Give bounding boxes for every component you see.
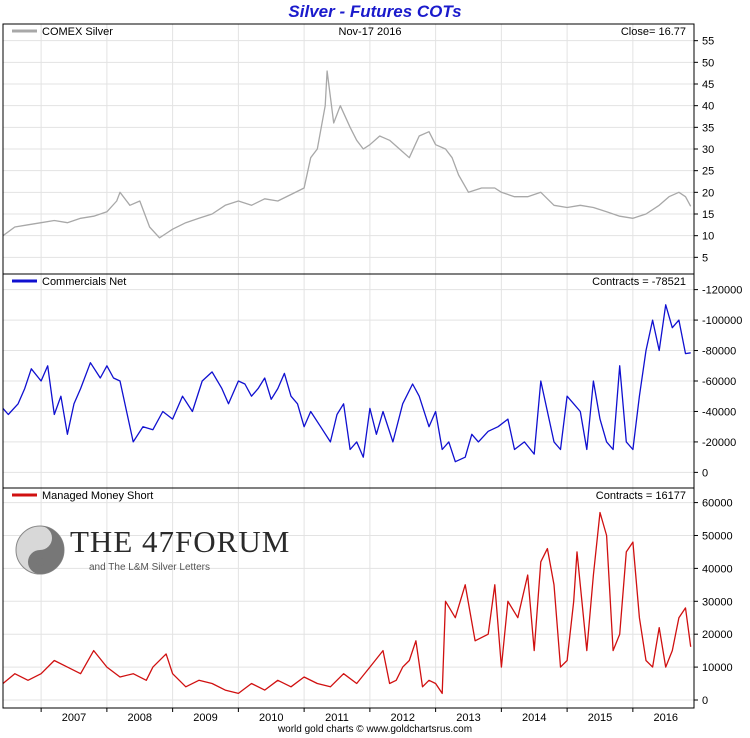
watermark-subtitle: and The L&M Silver Letters [89,562,210,573]
y-tick-label: 0 [702,695,708,707]
y-tick-label: 20 [702,187,714,199]
date-label: Nov-17 2016 [339,26,402,38]
series-line-commercials-net [2,304,691,463]
y-tick-label: -100000 [702,315,742,327]
legend-label: Managed Money Short [42,490,153,502]
footer-credit: world gold charts © www.goldchartsrus.co… [277,724,473,735]
y-tick-label: 35 [702,122,714,134]
x-tick-label: 2011 [325,712,349,724]
y-tick-label: 50000 [702,530,733,542]
legend-value: Close= 16.77 [621,26,686,38]
y-tick-label: 45 [702,79,714,91]
y-tick-label: 30000 [702,596,733,608]
x-tick-label: 2016 [653,712,677,724]
y-tick-label: 30 [702,144,714,156]
x-tick-label: 2014 [522,712,546,724]
watermark-title: THE 47FORUM [70,524,291,559]
x-tick-label: 2012 [390,712,414,724]
yin-yang-icon [15,525,65,575]
watermark-logo: THE 47FORUM and The L&M Silver Letters [14,520,314,580]
y-tick-label: 10 [702,231,714,243]
legend-label: COMEX Silver [42,26,113,38]
x-tick-label: 2007 [62,712,86,724]
y-tick-label: 0 [702,467,708,479]
y-tick-label: 5 [702,252,708,264]
x-tick-label: 2013 [456,712,480,724]
y-tick-label: 40 [702,101,714,113]
x-tick-label: 2010 [259,712,283,724]
x-tick-label: 2015 [588,712,612,724]
y-tick-label: 55 [702,36,714,48]
y-tick-label: 60000 [702,498,733,510]
y-tick-label: -40000 [702,406,736,418]
legend-value: Contracts = -78521 [592,276,686,288]
x-tick-label: 2009 [193,712,217,724]
series-line-comex-silver [2,70,692,239]
y-tick-label: 50 [702,57,714,69]
y-tick-label: 40000 [702,563,733,575]
panel-bg [3,488,694,708]
y-tick-label: 15 [702,209,714,221]
y-tick-label: -80000 [702,346,736,358]
y-tick-label: 10000 [702,662,733,674]
y-tick-label: 25 [702,166,714,178]
y-tick-label: -60000 [702,376,736,388]
legend-label: Commercials Net [42,276,126,288]
page-title: Silver - Futures COTs [288,2,462,21]
series-line-managed-money-short [2,511,692,695]
y-tick-label: -120000 [702,285,742,297]
legend-value: Contracts = 16177 [596,490,686,502]
y-tick-label: 20000 [702,629,733,641]
panel-frame [2,487,695,709]
x-tick-label: 2008 [128,712,152,724]
y-tick-label: -20000 [702,437,736,449]
